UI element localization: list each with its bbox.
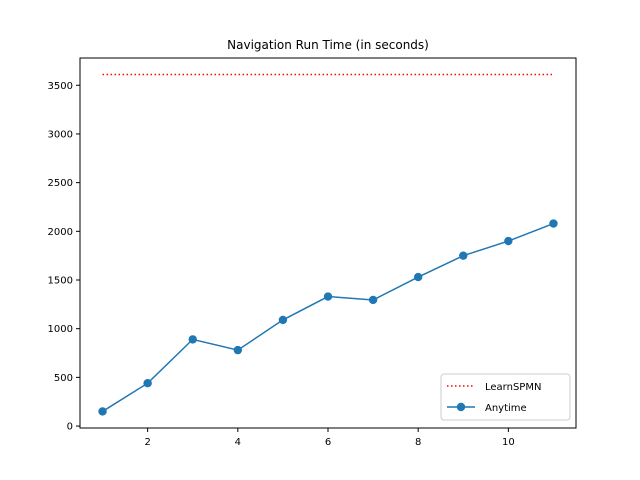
x-tick-label: 4 [235, 437, 241, 448]
y-tick-label: 500 [54, 373, 73, 384]
legend: LearnSPMN Anytime [440, 373, 571, 421]
y-tick-label: 2500 [48, 178, 73, 189]
series-anytime-point [98, 407, 107, 416]
series-anytime-point [188, 335, 197, 344]
y-tick-label: 3500 [48, 81, 73, 92]
y-tick-label: 2000 [48, 227, 73, 238]
series-anytime-point [278, 315, 288, 325]
series-anytime-point [413, 272, 423, 282]
y-tick-label: 3000 [48, 129, 73, 140]
x-tick-label: 8 [415, 437, 421, 448]
x-tick-label: 6 [325, 437, 331, 448]
x-tick-label: 10 [502, 437, 515, 448]
series-anytime-point [549, 219, 558, 228]
series-anytime-point [368, 295, 378, 305]
series-anytime-point [323, 292, 333, 301]
legend-label-anytime: Anytime [485, 403, 527, 414]
series-anytime-point [504, 236, 513, 246]
legend-box [440, 373, 571, 421]
y-tick-label: 1000 [48, 324, 73, 335]
legend-label-learnspmn: LearnSPMN [485, 382, 541, 393]
plot-area [98, 73, 558, 416]
series-anytime-point [143, 379, 152, 388]
x-tick-label: 2 [144, 437, 150, 448]
series-anytime-point [459, 251, 468, 260]
axis-ticks: 2 4 6 8 10 0 500 1000 1500 2000 2500 3000 3500 [48, 81, 515, 448]
y-tick-label: 0 [67, 422, 73, 433]
series-anytime-point [233, 345, 243, 355]
legend-marker-anytime [456, 402, 466, 412]
y-tick-label: 1500 [48, 276, 73, 287]
chart-title: Navigation Run Time (in seconds) [227, 38, 429, 52]
